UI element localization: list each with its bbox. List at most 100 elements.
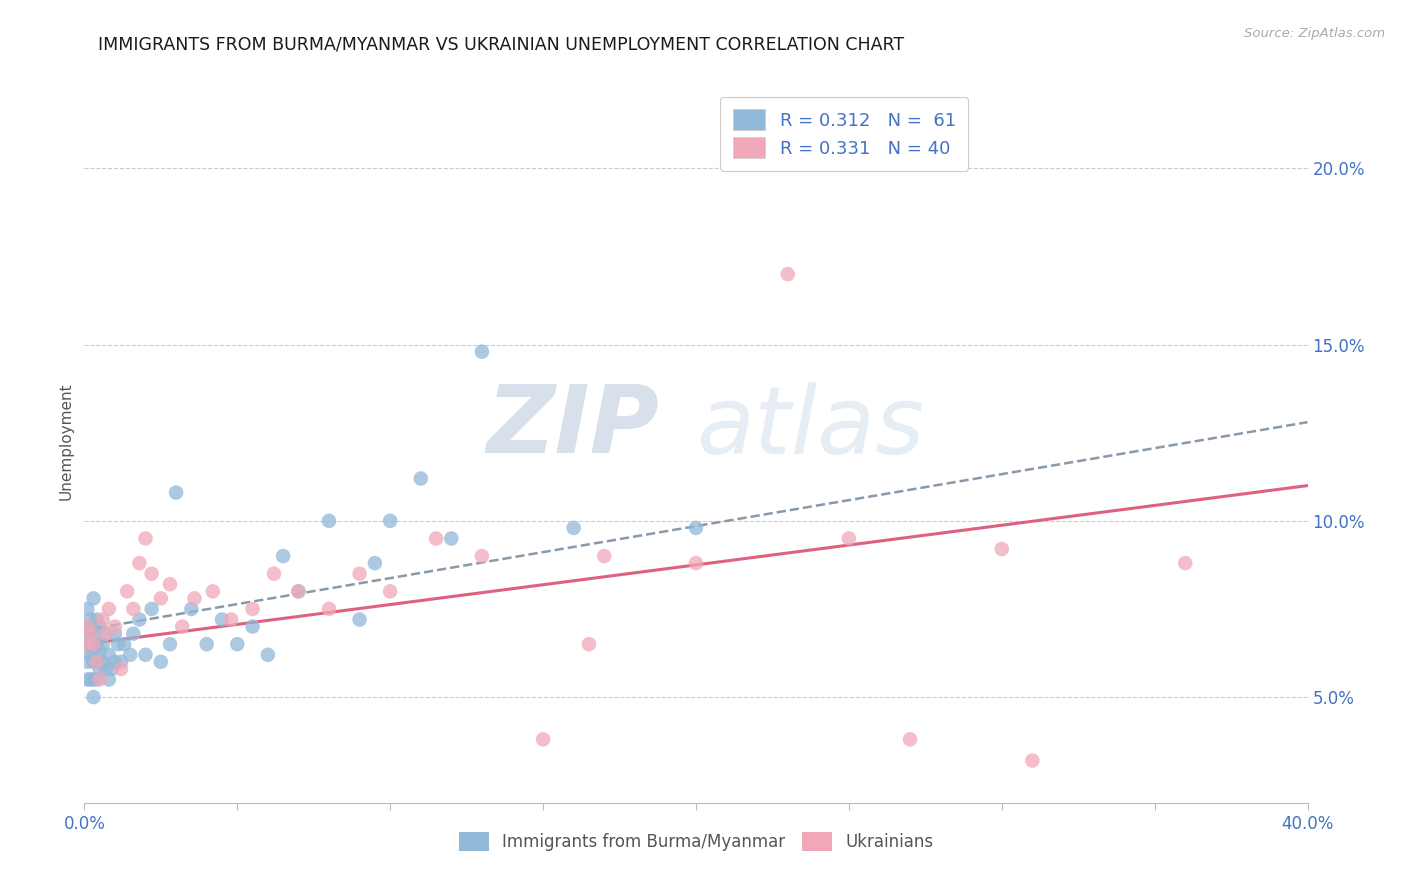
Point [91,655,114,669]
Point [242,602,264,616]
Point [76,602,98,616]
Point [180,602,202,616]
Point [159,637,181,651]
Point [531,732,554,747]
Point [104,655,127,669]
Point [349,566,371,581]
Point [471,549,494,563]
Point [104,626,127,640]
Point [685,521,707,535]
Point [89,662,111,676]
Point [141,602,163,616]
Point [257,648,280,662]
Point [91,613,114,627]
Point [263,566,285,581]
Point [107,637,129,651]
Point [172,619,194,633]
Point [318,602,340,616]
Point [593,549,616,563]
Point [79,648,101,662]
Point [89,619,111,633]
Point [226,637,249,651]
Point [685,556,707,570]
Point [1021,754,1043,768]
Point [86,655,108,669]
Point [76,626,98,640]
Point [110,662,132,676]
Text: Source: ZipAtlas.com: Source: ZipAtlas.com [1244,27,1385,40]
Point [122,626,145,640]
Point [440,532,463,546]
Point [183,591,205,606]
Point [195,637,218,651]
Point [91,637,114,651]
Point [79,626,101,640]
Point [86,613,108,627]
Point [83,655,105,669]
Point [380,584,402,599]
Point [838,532,860,546]
Point [101,662,124,676]
Point [110,655,132,669]
Point [287,584,309,599]
Point [380,514,402,528]
Point [94,662,117,676]
Point [83,626,105,640]
Text: IMMIGRANTS FROM BURMA/MYANMAR VS UKRAINIAN UNEMPLOYMENT CORRELATION CHART: IMMIGRANTS FROM BURMA/MYANMAR VS UKRAINI… [98,36,904,54]
Point [287,584,309,599]
Point [318,514,340,528]
Y-axis label: Unemployment: Unemployment [58,383,73,500]
Point [562,521,585,535]
Point [86,655,108,669]
Point [165,485,187,500]
Point [83,637,105,651]
Point [159,577,181,591]
Point [86,673,108,687]
Point [776,267,799,281]
Point [83,591,105,606]
Point [149,591,172,606]
Point [141,566,163,581]
Text: ZIP: ZIP [486,381,659,473]
Point [128,556,150,570]
Point [89,644,111,658]
Point [79,613,101,627]
Point [219,613,242,627]
Legend: Immigrants from Burma/Myanmar, Ukrainians: Immigrants from Burma/Myanmar, Ukrainian… [450,823,942,860]
Point [79,673,101,687]
Point [1174,556,1197,570]
Point [83,644,105,658]
Point [271,549,294,563]
Point [578,637,600,651]
Point [991,542,1014,557]
Text: atlas: atlas [696,382,924,473]
Point [349,613,371,627]
Point [86,637,108,651]
Point [97,602,120,616]
Point [89,673,111,687]
Point [149,655,172,669]
Point [76,655,98,669]
Point [76,619,98,633]
Point [201,584,224,599]
Point [83,673,105,687]
Point [76,637,98,651]
Point [83,690,105,704]
Point [471,344,494,359]
Point [409,471,432,485]
Point [242,619,264,633]
Point [104,619,127,633]
Point [135,532,157,546]
Point [76,673,98,687]
Point [94,626,117,640]
Point [128,613,150,627]
Point [76,619,98,633]
Point [76,637,98,651]
Point [115,584,138,599]
Point [122,602,145,616]
Point [425,532,447,546]
Point [211,613,233,627]
Point [120,648,142,662]
Point [94,626,117,640]
Point [898,732,921,747]
